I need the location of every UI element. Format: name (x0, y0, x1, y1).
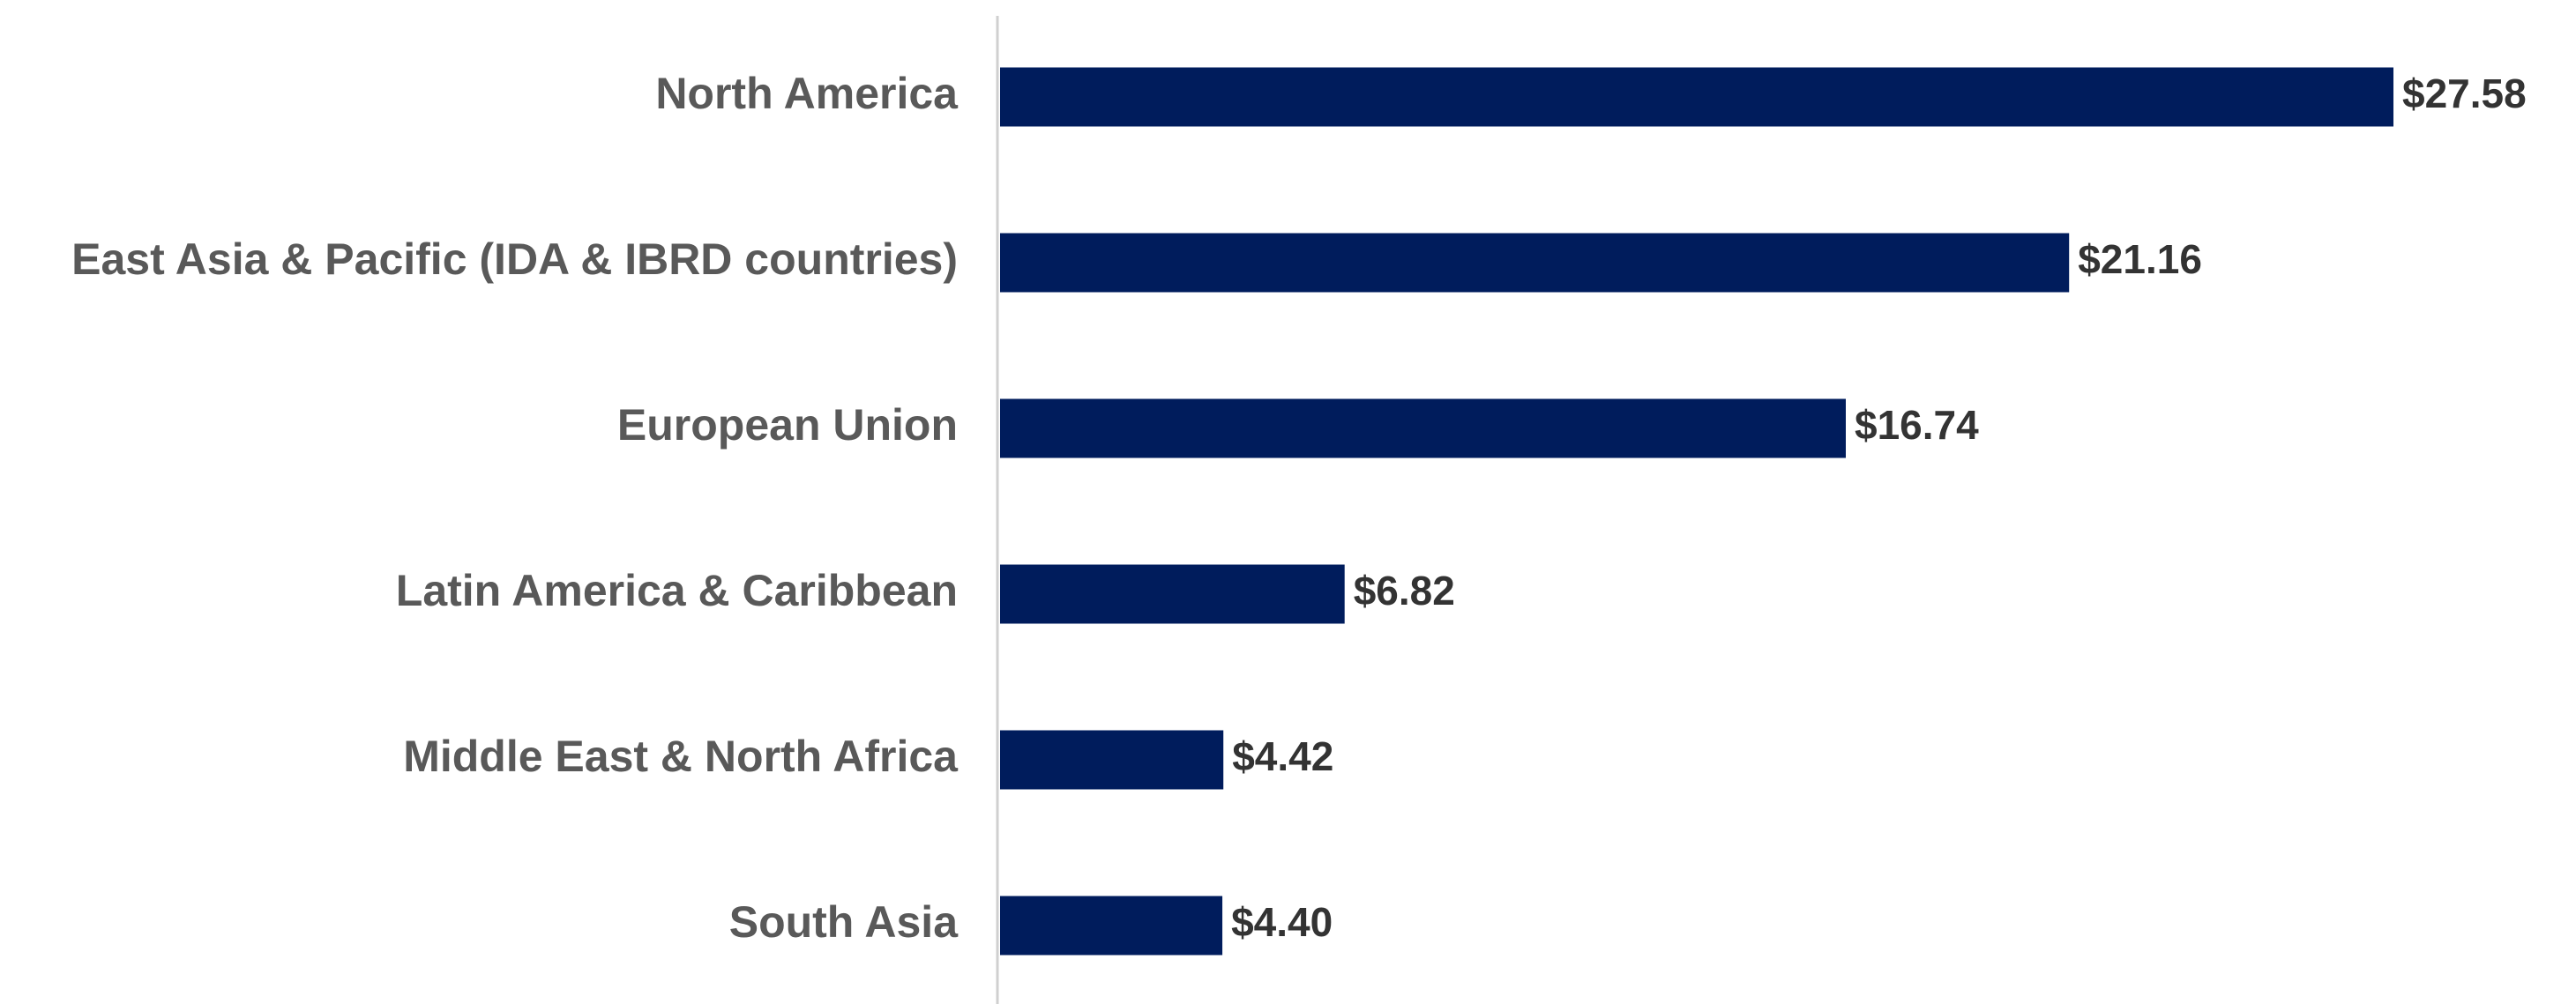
category-label: European Union (617, 400, 958, 450)
bar (1000, 896, 1223, 956)
category-label: Latin America & Caribbean (396, 566, 958, 615)
category-label: North America (655, 69, 959, 118)
value-label: $27.58 (2402, 71, 2527, 116)
bar (1000, 398, 1846, 458)
bar (1000, 67, 2393, 127)
value-label: $4.42 (1232, 733, 1333, 779)
bar (1000, 730, 1224, 790)
bar (1000, 233, 2070, 293)
category-label: East Asia & Pacific (IDA & IBRD countrie… (71, 234, 958, 284)
value-label: $4.40 (1231, 899, 1333, 945)
category-label: Middle East & North Africa (403, 732, 959, 781)
value-label: $21.16 (2078, 236, 2202, 282)
bar (1000, 564, 1345, 624)
category-label: South Asia (729, 897, 959, 947)
value-label: $16.74 (1855, 402, 1979, 448)
value-label: $6.82 (1354, 568, 1455, 614)
